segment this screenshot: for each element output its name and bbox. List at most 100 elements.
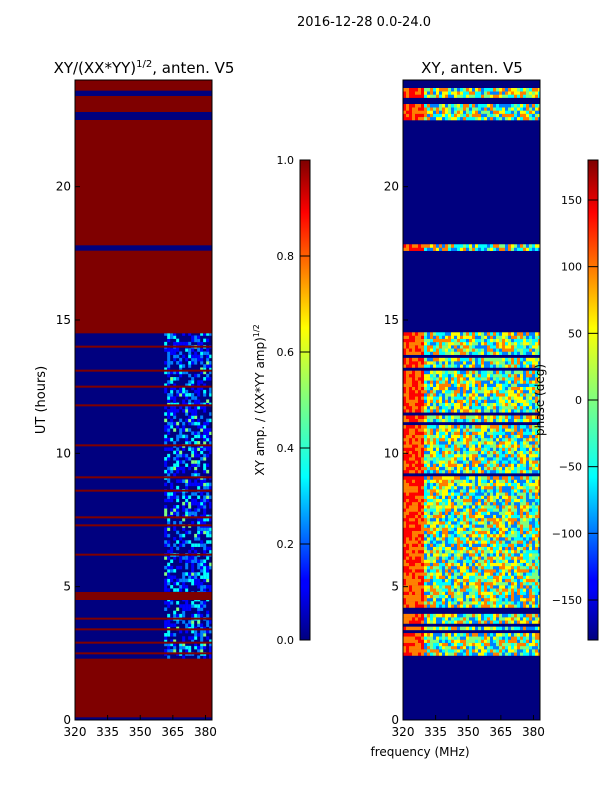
amplitude-cell — [194, 399, 198, 403]
phase-cell — [463, 508, 466, 512]
x-tick-label: 350 — [129, 725, 152, 739]
phase-cell — [481, 489, 484, 493]
phase-cell — [409, 549, 412, 554]
phase-cell — [445, 565, 448, 570]
phase-cell — [511, 591, 514, 595]
phase-cell — [457, 479, 460, 483]
amplitude-cell — [188, 505, 192, 509]
phase-cell — [508, 370, 511, 375]
phase-cell — [538, 485, 540, 490]
phase-cell — [508, 498, 511, 503]
phase-cell — [487, 364, 490, 368]
phase-cell — [487, 505, 490, 509]
phase-cell — [535, 428, 538, 432]
phase-cell — [457, 399, 460, 403]
amplitude-cell — [167, 399, 171, 403]
phase-cell — [460, 585, 463, 589]
amplitude-cell — [167, 466, 171, 471]
phase-cell — [505, 588, 508, 592]
phase-cell — [448, 645, 451, 650]
amplitude-high-row — [75, 652, 212, 655]
phase-cell — [433, 553, 436, 557]
amplitude-cell — [173, 354, 177, 359]
phase-cell — [439, 370, 442, 375]
amplitude-cell — [194, 556, 198, 560]
amplitude-cell — [179, 543, 183, 547]
phase-cell — [424, 418, 427, 423]
phase-cell — [508, 639, 511, 643]
phase-cell — [508, 559, 511, 563]
phase-cell — [403, 613, 406, 618]
phase-cell — [523, 639, 526, 643]
phase-cell — [517, 399, 520, 403]
phase-cell — [478, 556, 481, 560]
phase-cell — [478, 581, 481, 586]
phase-cell — [442, 527, 445, 531]
phase-cell — [415, 450, 418, 455]
phase-cell — [463, 620, 466, 624]
phase-cell — [421, 537, 424, 541]
phase-cell — [478, 524, 481, 528]
phase-cell — [421, 466, 424, 471]
phase-cell — [439, 565, 442, 570]
amplitude-cell — [209, 649, 212, 653]
phase-cell — [442, 633, 445, 637]
phase-cell — [451, 585, 454, 589]
phase-cell — [430, 505, 433, 509]
phase-cell — [499, 453, 502, 458]
phase-cell — [427, 524, 430, 528]
phase-cell — [502, 511, 505, 515]
phase-cell — [511, 508, 514, 512]
phase-cell — [532, 361, 535, 365]
phase-cell — [469, 645, 472, 650]
phase-cell — [529, 409, 532, 413]
phase-cell — [454, 511, 457, 515]
phase-cell — [520, 601, 523, 605]
phase-cell — [409, 348, 412, 352]
phase-cell — [460, 482, 463, 487]
amplitude-cell — [176, 453, 180, 458]
phase-cell — [421, 514, 424, 519]
phase-cell — [454, 505, 457, 509]
phase-cell — [538, 402, 540, 407]
phase-cell — [406, 495, 409, 499]
phase-cell — [403, 501, 406, 506]
phase-cell — [514, 386, 517, 391]
phase-cell — [514, 537, 517, 541]
phase-cell — [478, 594, 481, 599]
phase-cell — [433, 495, 436, 499]
phase-cell — [532, 450, 535, 455]
phase-cell — [433, 377, 436, 381]
phase-cell — [457, 594, 460, 599]
phase-cell — [538, 364, 540, 368]
phase-cell — [445, 453, 448, 458]
phase-cell — [424, 636, 427, 640]
phase-cell — [439, 377, 442, 381]
phase-cell — [469, 575, 472, 579]
phase-cell — [469, 565, 472, 570]
phase-cell — [508, 508, 511, 512]
phase-cell — [517, 476, 520, 480]
phase-cell — [415, 425, 418, 429]
phase-cell — [463, 444, 466, 448]
phase-cell — [502, 383, 505, 387]
phase-cell — [454, 556, 457, 560]
phase-cell — [415, 441, 418, 445]
phase-cell — [463, 469, 466, 474]
phase-cell — [511, 588, 514, 592]
phase-cell — [427, 540, 430, 544]
phase-cell — [424, 597, 427, 602]
phase-cell — [505, 594, 508, 599]
phase-cell — [445, 527, 448, 531]
phase-cell — [463, 441, 466, 445]
phase-cell — [418, 575, 421, 579]
phase-cell — [499, 389, 502, 394]
phase-cell — [496, 370, 499, 375]
phase-cell — [472, 489, 475, 493]
phase-cell — [421, 485, 424, 490]
phase-cell — [511, 546, 514, 551]
phase-cell — [505, 517, 508, 522]
phase-cell — [463, 501, 466, 506]
phase-cell — [445, 636, 448, 640]
phase-cell — [448, 601, 451, 605]
